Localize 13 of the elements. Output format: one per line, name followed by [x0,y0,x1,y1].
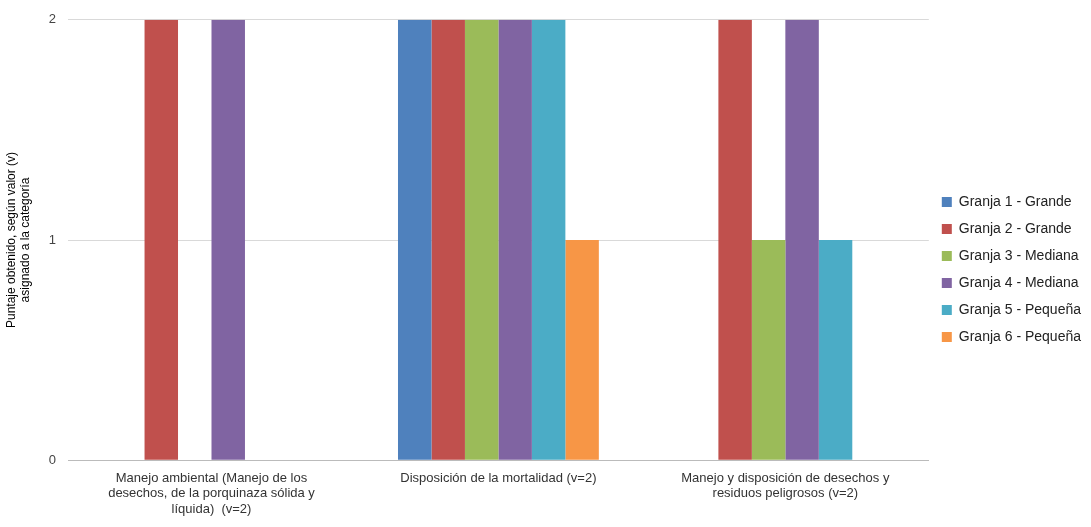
legend-label: Granja 2 - Grande [958,219,1072,236]
x-tick-label: Disposición de la mortalidad (v=2) [400,469,597,485]
y-axis-title: Puntaje obtenido, según valor (v) asignado a la categoría [3,151,32,329]
legend-label: Granja 5 - Pequeña [958,300,1082,317]
legend-label: Granja 6 - Pequeña [958,327,1082,344]
x-tick-label: Manejo y disposición de desechos y residuos peligrosos (v=2) [681,469,890,501]
legend-label: Granja 1 - Grande [958,192,1072,209]
y-tick-label: 1 [48,231,57,247]
legend-label: Granja 4 - Mediana [958,273,1079,290]
legend-label: Granja 3 - Mediana [958,246,1079,263]
y-tick-label: 2 [48,11,57,27]
y-tick-label: 0 [48,451,57,467]
x-tick-label: Manejo ambiental (Manejo de los desechos, de la porquinaza sólida y líquida) (v=2) [108,469,316,516]
